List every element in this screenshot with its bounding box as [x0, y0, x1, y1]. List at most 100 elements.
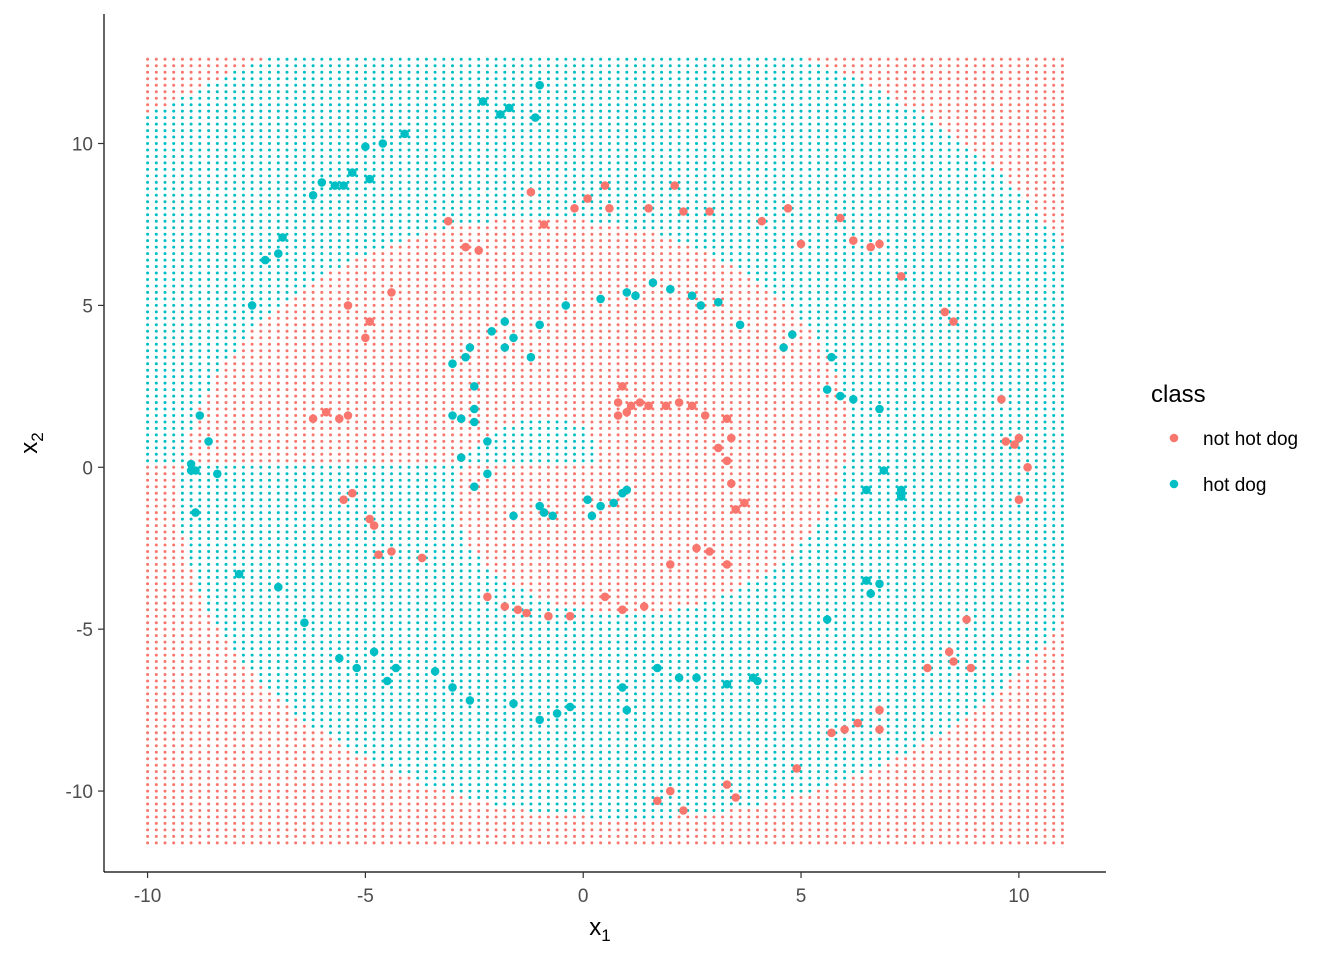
grid-point — [451, 90, 454, 94]
grid-point — [189, 388, 193, 392]
grid-point — [180, 394, 184, 398]
grid-point — [433, 206, 437, 210]
grid-point — [398, 446, 402, 450]
grid-point — [329, 77, 332, 81]
grid-point — [468, 290, 472, 294]
grid-point — [398, 834, 402, 838]
grid-point — [372, 724, 376, 728]
grid-point — [250, 388, 254, 392]
grid-point — [381, 355, 385, 359]
grid-point — [276, 426, 280, 430]
grid-point — [163, 193, 167, 197]
grid-point — [233, 213, 237, 217]
grid-point — [154, 582, 158, 586]
grid-point — [215, 271, 219, 275]
grid-point — [477, 660, 481, 663]
grid-point — [485, 796, 489, 799]
grid-point — [451, 711, 454, 715]
grid-point — [494, 297, 498, 301]
grid-point — [320, 148, 324, 152]
grid-point — [372, 543, 376, 547]
grid-point — [355, 64, 359, 68]
grid-point — [224, 161, 228, 165]
grid-point — [442, 608, 446, 612]
grid-point — [485, 465, 489, 469]
grid-point — [451, 155, 454, 158]
grid-point — [381, 498, 385, 502]
grid-point — [241, 588, 245, 592]
grid-point — [189, 219, 193, 223]
grid-point — [285, 226, 289, 230]
grid-point — [390, 420, 393, 424]
grid-point — [494, 355, 498, 359]
grid-point — [215, 407, 219, 411]
grid-point — [241, 362, 245, 366]
grid-point — [320, 517, 324, 521]
grid-point — [276, 724, 280, 728]
grid-point — [337, 271, 341, 275]
grid-point — [215, 452, 219, 456]
grid-point — [215, 485, 219, 489]
grid-point — [442, 342, 446, 346]
grid-point — [485, 757, 489, 761]
grid-point — [416, 731, 420, 735]
grid-point — [146, 142, 150, 145]
grid-point — [329, 465, 332, 469]
grid-point — [294, 96, 298, 100]
grid-point — [180, 452, 184, 456]
grid-point — [442, 388, 446, 392]
grid-point — [407, 57, 411, 61]
grid-point — [259, 284, 263, 288]
grid-point — [207, 232, 211, 236]
grid-point — [451, 180, 454, 184]
grid-point — [207, 621, 211, 625]
grid-point — [329, 543, 332, 547]
grid-point — [189, 213, 193, 217]
grid-point — [180, 543, 184, 547]
grid-point — [172, 433, 176, 437]
grid-point — [477, 239, 481, 243]
grid-point — [451, 679, 454, 683]
grid-point — [477, 478, 481, 482]
grid-point — [276, 660, 280, 663]
grid-point — [477, 705, 481, 709]
grid-point — [433, 530, 437, 534]
grid-point — [416, 200, 420, 204]
grid-point — [320, 174, 324, 178]
grid-point — [416, 290, 420, 294]
grid-point — [329, 660, 332, 663]
grid-point — [424, 193, 428, 197]
grid-point — [146, 252, 150, 256]
grid-point — [285, 355, 289, 359]
grid-point — [207, 401, 211, 404]
grid-point — [442, 562, 446, 566]
grid-point — [285, 815, 289, 819]
grid-point — [207, 634, 211, 638]
grid-point — [329, 258, 332, 262]
grid-point — [302, 433, 306, 437]
grid-point — [259, 433, 263, 437]
grid-point — [337, 750, 341, 754]
grid-point — [320, 550, 324, 553]
grid-point — [285, 465, 289, 469]
grid-point — [302, 491, 306, 495]
grid-point — [189, 770, 193, 774]
grid-point — [424, 763, 428, 767]
grid-point — [337, 530, 341, 534]
grid-point — [302, 711, 306, 715]
grid-point — [398, 258, 402, 262]
grid-point — [302, 336, 306, 340]
grid-point — [215, 414, 219, 417]
grid-point — [154, 64, 158, 68]
grid-point — [442, 77, 446, 81]
grid-point — [189, 83, 193, 87]
grid-point — [337, 219, 341, 223]
grid-point — [268, 77, 271, 81]
grid-point — [346, 180, 350, 184]
grid-point — [346, 90, 350, 94]
grid-point — [346, 219, 350, 223]
grid-point — [337, 698, 341, 702]
grid-point — [207, 511, 211, 515]
grid-point — [154, 821, 158, 825]
grid-point — [276, 135, 280, 139]
